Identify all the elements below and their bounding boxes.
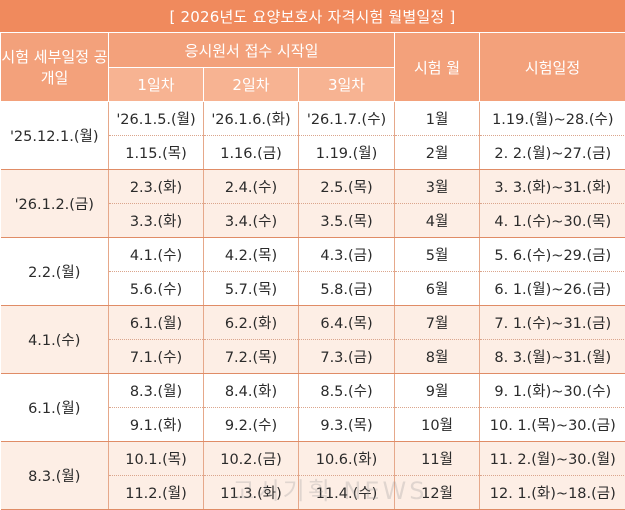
day1-cell: 6.1.(월) <box>109 306 204 340</box>
schedule-cell: 3. 3.(화)~31.(화) <box>480 170 625 204</box>
month-cell: 8월 <box>395 340 480 374</box>
schedule-cell: 10. 1.(목)~30.(금) <box>480 408 625 442</box>
day2-cell: 8.4.(화) <box>204 374 299 408</box>
header-exam-month: 시험 월 <box>395 33 480 102</box>
day2-cell: 4.2.(목) <box>204 238 299 272</box>
day2-cell: 6.2.(화) <box>204 306 299 340</box>
month-cell: 10월 <box>395 408 480 442</box>
day1-cell: 5.6.(수) <box>109 272 204 306</box>
schedule-cell: 5. 6.(수)~29.(금) <box>480 238 625 272</box>
schedule-cell: 6. 1.(월)~26.(금) <box>480 272 625 306</box>
day1-cell: 7.1.(수) <box>109 340 204 374</box>
schedule-cell: 11. 2.(월)~30.(월) <box>480 442 625 476</box>
header-day1: 1일차 <box>109 68 204 102</box>
month-cell: 1월 <box>395 102 480 136</box>
day2-cell: 2.4.(수) <box>204 170 299 204</box>
day1-cell: 3.3.(화) <box>109 204 204 238</box>
day1-cell: 2.3.(화) <box>109 170 204 204</box>
open-date-cell: 8.3.(월) <box>1 442 109 510</box>
day2-cell: 1.16.(금) <box>204 136 299 170</box>
day1-cell: 1.15.(목) <box>109 136 204 170</box>
schedule-cell: 2. 2.(월)~27.(금) <box>480 136 625 170</box>
schedule-cell: 4. 1.(수)~30.(목) <box>480 204 625 238</box>
day1-cell: 9.1.(화) <box>109 408 204 442</box>
month-cell: 12월 <box>395 476 480 510</box>
day3-cell: 9.3.(목) <box>299 408 395 442</box>
day3-cell: 3.5.(목) <box>299 204 395 238</box>
open-date-cell: '25.12.1.(월) <box>1 102 109 170</box>
day3-cell: 1.19.(월) <box>299 136 395 170</box>
day2-cell: 3.4.(수) <box>204 204 299 238</box>
day1-cell: 11.2.(월) <box>109 476 204 510</box>
month-cell: 6월 <box>395 272 480 306</box>
month-cell: 3월 <box>395 170 480 204</box>
schedule-cell: 8. 3.(월)~31.(월) <box>480 340 625 374</box>
day3-cell: 6.4.(목) <box>299 306 395 340</box>
schedule-cell: 1.19.(월)~28.(수) <box>480 102 625 136</box>
table-title: [ 2026년도 요양보호사 자격시험 월별일정 ] <box>0 0 625 32</box>
open-date-cell: 4.1.(수) <box>1 306 109 374</box>
exam-schedule-table: 시험 세부일정 공개일 응시원서 접수 시작일 시험 월 시험일정 1일차 2일… <box>0 32 625 510</box>
table-row: '25.12.1.(월)'26.1.5.(월)'26.1.6.(화)'26.1.… <box>1 102 625 136</box>
month-cell: 9월 <box>395 374 480 408</box>
header-exam-schedule: 시험일정 <box>480 33 625 102</box>
day1-cell: 10.1.(목) <box>109 442 204 476</box>
day2-cell: 5.7.(목) <box>204 272 299 306</box>
month-cell: 11월 <box>395 442 480 476</box>
open-date-cell: '26.1.2.(금) <box>1 170 109 238</box>
schedule-cell: 12. 1.(화)~18.(금) <box>480 476 625 510</box>
day2-cell: 9.2.(수) <box>204 408 299 442</box>
day3-cell: 5.8.(금) <box>299 272 395 306</box>
day3-cell: 10.6.(화) <box>299 442 395 476</box>
day2-cell: '26.1.6.(화) <box>204 102 299 136</box>
day1-cell: '26.1.5.(월) <box>109 102 204 136</box>
day1-cell: 8.3.(월) <box>109 374 204 408</box>
day3-cell: 11.4.(수) <box>299 476 395 510</box>
header-open-date: 시험 세부일정 공개일 <box>1 33 109 102</box>
month-cell: 5월 <box>395 238 480 272</box>
day2-cell: 11.3.(화) <box>204 476 299 510</box>
day2-cell: 7.2.(목) <box>204 340 299 374</box>
open-date-cell: 6.1.(월) <box>1 374 109 442</box>
day2-cell: 10.2.(금) <box>204 442 299 476</box>
open-date-cell: 2.2.(월) <box>1 238 109 306</box>
schedule-cell: 7. 1.(수)~31.(금) <box>480 306 625 340</box>
month-cell: 2월 <box>395 136 480 170</box>
schedule-cell: 9. 1.(화)~30.(수) <box>480 374 625 408</box>
day1-cell: 4.1.(수) <box>109 238 204 272</box>
day3-cell: 8.5.(수) <box>299 374 395 408</box>
header-application-start: 응시원서 접수 시작일 <box>109 33 395 68</box>
day3-cell: '26.1.7.(수) <box>299 102 395 136</box>
header-day2: 2일차 <box>204 68 299 102</box>
month-cell: 4월 <box>395 204 480 238</box>
header-day3: 3일차 <box>299 68 395 102</box>
day3-cell: 4.3.(금) <box>299 238 395 272</box>
day3-cell: 7.3.(금) <box>299 340 395 374</box>
month-cell: 7월 <box>395 306 480 340</box>
day3-cell: 2.5.(목) <box>299 170 395 204</box>
